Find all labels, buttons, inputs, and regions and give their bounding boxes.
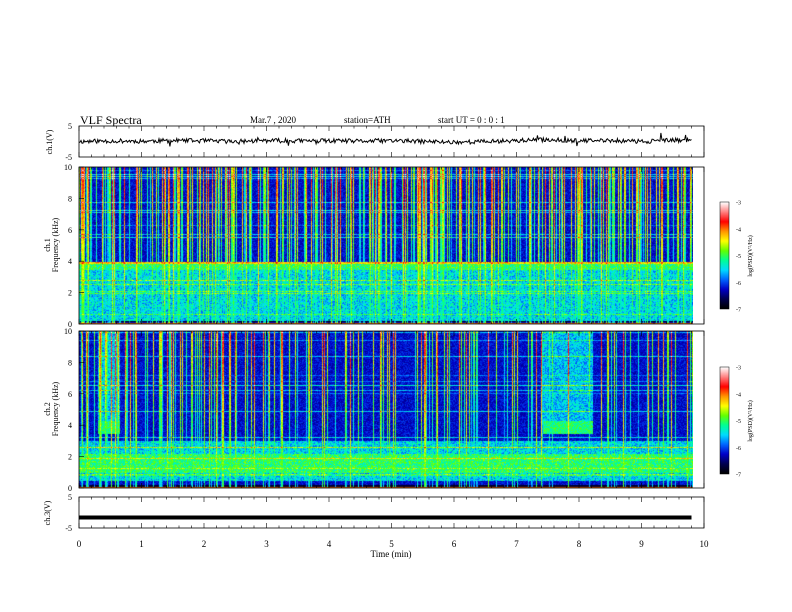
x-tick-label: 5 <box>389 539 394 549</box>
colorbar-1-frame <box>719 201 730 310</box>
colorbar-1-tick-label: -3 <box>736 201 741 207</box>
colorbar-2-tick-label: -6 <box>736 446 741 452</box>
ch2-spectrogram-ytick-label: 4 <box>68 421 72 430</box>
colorbar-1 <box>720 202 729 309</box>
date-label: Mar.7 , 2020 <box>250 115 296 125</box>
ch2-spectrogram-ytick-label: 10 <box>64 327 72 336</box>
x-tick-label: 7 <box>514 539 519 549</box>
figure-title: VLF Spectra <box>80 113 142 127</box>
ch2-spectrogram-ytick-label: 0 <box>68 484 72 493</box>
ch1-waveform-panel: 5 -5 ch.1(V) <box>45 122 705 162</box>
colorbar-2-tick-label: -5 <box>736 419 741 425</box>
x-tick-label: 0 <box>77 539 82 549</box>
colorbar-2 <box>720 367 729 474</box>
station-label: station=ATH <box>344 115 391 125</box>
colorbar-2-tick-label: -7 <box>736 473 741 479</box>
x-tick-label: 6 <box>452 539 457 549</box>
x-tick-label: 9 <box>639 539 644 549</box>
colorbar-2-label: log(PSD)(V²/Hz) <box>747 400 754 441</box>
colorbar-2-wrap <box>720 367 729 474</box>
ch1-ylabel: ch.1(V) <box>45 129 54 154</box>
x-tick-label: 4 <box>327 539 332 549</box>
ch1-ytick-bottom: -5 <box>65 153 72 162</box>
ch1-spectrogram-ylabel-line1: ch.1 <box>43 238 52 252</box>
x-tick-label: 3 <box>264 539 269 549</box>
colorbar-2-frame <box>719 366 730 475</box>
ch1-spectrogram-ylabel-line2: Frequency (kHz) <box>51 217 60 272</box>
x-tick-label: 10 <box>700 539 710 549</box>
ch1-ytick-top: 5 <box>68 122 72 131</box>
colorbar-1-label: log(PSD)(V²/Hz) <box>747 235 754 276</box>
colorbar-2-tick-label: -3 <box>736 366 741 372</box>
ch2-spectrogram-image <box>79 331 693 488</box>
ch1-spectrogram-ytick-label: 2 <box>68 289 72 298</box>
x-tick-label: 8 <box>577 539 582 549</box>
colorbar-1-tick-label: -4 <box>736 227 741 233</box>
x-tick-label: 1 <box>139 539 144 549</box>
ch3-ytick-top: 5 <box>68 493 72 502</box>
ch2-spectrogram-ytick-label: 2 <box>68 453 72 462</box>
ch1-spectrogram-image <box>79 167 693 324</box>
ch1-spectrogram-ytick-label: 10 <box>64 163 72 172</box>
colorbar-1-wrap <box>720 202 729 309</box>
ch3-ylabel: ch.3(V) <box>43 500 52 525</box>
ch3-waveform-panel: 5 -5 ch.3(V) 0 1 2 3 4 5 6 7 8 9 10 Time (min) <box>43 493 709 559</box>
ch1-spectrogram-ytick-label: 4 <box>68 257 72 266</box>
ch1-spectrogram-ytick-label: 0 <box>68 320 72 329</box>
ch1-spectrogram-ytick-label: 6 <box>68 226 72 235</box>
ch1-waveform-line <box>78 132 692 147</box>
colorbar-1-tick-label: -7 <box>736 308 741 314</box>
ch2-spectrogram-image-wrap <box>79 331 693 488</box>
ch2-spectrogram-ylabel-line2: Frequency (kHz) <box>51 381 60 436</box>
ch3-ytick-bottom: -5 <box>65 524 72 533</box>
ch1-spectrogram-ytick-label: 8 <box>68 194 72 203</box>
ch2-spectrogram-ylabel-line1: ch.2 <box>43 402 52 416</box>
colorbar-2-tick-label: -4 <box>736 392 741 398</box>
ch2-spectrogram-ytick-label: 6 <box>68 390 72 399</box>
x-axis-label: Time (min) <box>371 549 412 559</box>
x-tick-label: 2 <box>202 539 207 549</box>
start-ut-label: start UT = 0 : 0 : 1 <box>438 115 505 125</box>
ch1-spectrogram-image-wrap <box>79 167 693 324</box>
colorbar-1-tick-label: -5 <box>736 254 741 260</box>
ch2-spectrogram-ytick-label: 8 <box>68 358 72 367</box>
colorbar-1-tick-label: -6 <box>736 281 741 287</box>
